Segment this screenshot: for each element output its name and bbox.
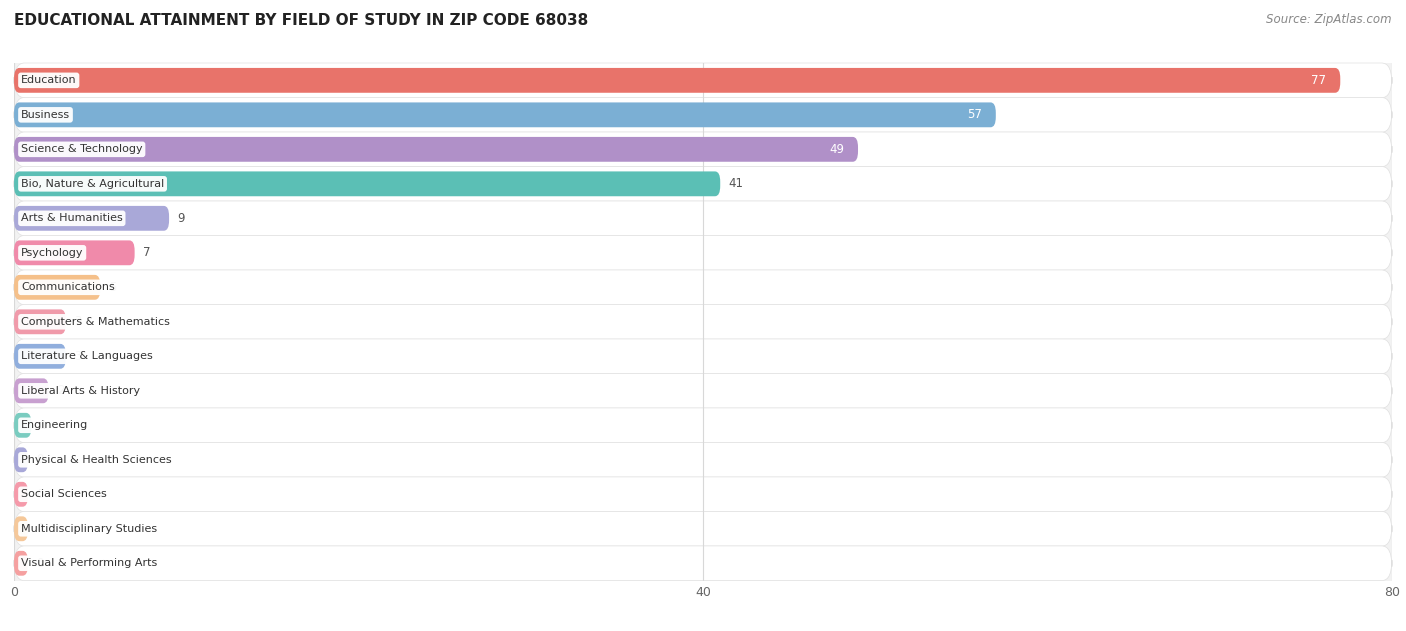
Text: Computers & Mathematics: Computers & Mathematics xyxy=(21,317,170,327)
FancyBboxPatch shape xyxy=(14,516,28,541)
FancyBboxPatch shape xyxy=(14,339,1392,374)
FancyBboxPatch shape xyxy=(14,379,48,403)
Text: Liberal Arts & History: Liberal Arts & History xyxy=(21,386,141,396)
FancyBboxPatch shape xyxy=(14,240,135,265)
FancyBboxPatch shape xyxy=(14,447,28,472)
Text: Social Sciences: Social Sciences xyxy=(21,489,107,499)
Text: Business: Business xyxy=(21,110,70,120)
FancyBboxPatch shape xyxy=(14,309,66,334)
FancyBboxPatch shape xyxy=(14,137,858,162)
Text: Visual & Performing Arts: Visual & Performing Arts xyxy=(21,558,157,569)
FancyBboxPatch shape xyxy=(14,442,1392,477)
FancyBboxPatch shape xyxy=(14,132,1392,167)
FancyBboxPatch shape xyxy=(14,546,1392,581)
Text: Physical & Health Sciences: Physical & Health Sciences xyxy=(21,455,172,465)
Text: EDUCATIONAL ATTAINMENT BY FIELD OF STUDY IN ZIP CODE 68038: EDUCATIONAL ATTAINMENT BY FIELD OF STUDY… xyxy=(14,13,588,28)
Text: Multidisciplinary Studies: Multidisciplinary Studies xyxy=(21,524,157,534)
Text: Source: ZipAtlas.com: Source: ZipAtlas.com xyxy=(1267,13,1392,26)
FancyBboxPatch shape xyxy=(14,172,720,196)
Text: 9: 9 xyxy=(177,212,186,225)
FancyBboxPatch shape xyxy=(14,482,28,507)
Text: Bio, Nature & Agricultural: Bio, Nature & Agricultural xyxy=(21,179,165,189)
FancyBboxPatch shape xyxy=(14,102,995,127)
Text: 3: 3 xyxy=(75,316,82,328)
Text: 49: 49 xyxy=(830,143,844,156)
Text: 7: 7 xyxy=(143,246,150,259)
FancyBboxPatch shape xyxy=(14,98,1392,132)
FancyBboxPatch shape xyxy=(14,68,1340,93)
Text: 0: 0 xyxy=(37,557,44,570)
FancyBboxPatch shape xyxy=(14,408,1392,442)
FancyBboxPatch shape xyxy=(14,305,1392,339)
FancyBboxPatch shape xyxy=(14,206,169,231)
Text: 0: 0 xyxy=(37,522,44,535)
FancyBboxPatch shape xyxy=(14,477,1392,512)
Text: Arts & Humanities: Arts & Humanities xyxy=(21,213,122,223)
FancyBboxPatch shape xyxy=(14,275,100,300)
Text: 2: 2 xyxy=(58,384,65,398)
FancyBboxPatch shape xyxy=(14,344,66,369)
FancyBboxPatch shape xyxy=(14,374,1392,408)
Text: 57: 57 xyxy=(967,109,981,121)
Text: Literature & Languages: Literature & Languages xyxy=(21,351,153,362)
Text: 77: 77 xyxy=(1312,74,1326,87)
Text: Science & Technology: Science & Technology xyxy=(21,144,142,155)
Text: Engineering: Engineering xyxy=(21,420,89,430)
Text: 41: 41 xyxy=(728,177,744,191)
Text: Education: Education xyxy=(21,75,76,85)
FancyBboxPatch shape xyxy=(14,413,31,438)
Text: 1: 1 xyxy=(39,419,48,432)
Text: 5: 5 xyxy=(108,281,117,294)
Text: 3: 3 xyxy=(75,350,82,363)
FancyBboxPatch shape xyxy=(14,201,1392,235)
FancyBboxPatch shape xyxy=(14,551,28,575)
Text: Psychology: Psychology xyxy=(21,248,83,258)
FancyBboxPatch shape xyxy=(14,235,1392,270)
Text: 0: 0 xyxy=(37,488,44,501)
FancyBboxPatch shape xyxy=(14,270,1392,305)
Text: 0: 0 xyxy=(37,453,44,466)
FancyBboxPatch shape xyxy=(14,167,1392,201)
FancyBboxPatch shape xyxy=(14,63,1392,98)
FancyBboxPatch shape xyxy=(14,512,1392,546)
Text: Communications: Communications xyxy=(21,282,115,292)
